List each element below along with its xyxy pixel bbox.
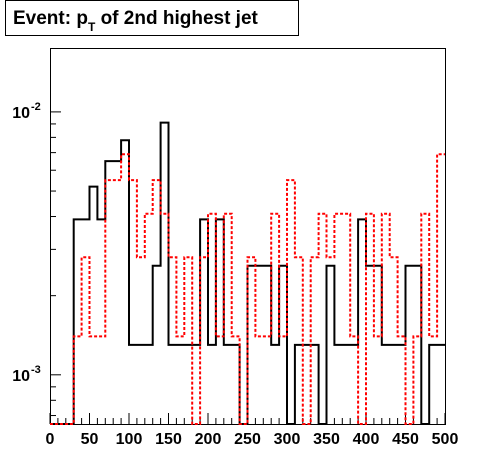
chart-title: Event: pT of 2nd highest jet [13, 8, 259, 34]
x-tick-label: 0 [46, 431, 55, 448]
x-tick-label: 250 [234, 431, 261, 448]
series-layer [50, 121, 445, 425]
x-tick-label: 50 [81, 431, 99, 448]
y-tick-exponent: -3 [31, 364, 41, 376]
x-tick-labels: 0 50 100 150 200 250 300 350 400 450 500 [46, 431, 459, 448]
x-tick-label: 200 [195, 431, 222, 448]
x-tick-label: 300 [274, 431, 301, 448]
y-tick-label: 10 [12, 105, 30, 122]
x-tick-label: 400 [353, 431, 380, 448]
x-tick-label: 350 [313, 431, 340, 448]
chart-title-suffix: of 2nd highest jet [95, 8, 258, 29]
chart-title-subscript: T [88, 20, 96, 34]
x-tick-label: 500 [432, 431, 459, 448]
x-tick-label: 450 [392, 431, 419, 448]
y-tick-exponent: -2 [31, 101, 41, 113]
title-box [5, 0, 299, 36]
histogram-series-dashed [50, 153, 445, 425]
y-tick-base: 10 [12, 105, 30, 122]
y-tick-label: 10 [12, 368, 30, 385]
chart-title-prefix: Event: p [13, 8, 88, 29]
x-tick-label: 100 [116, 431, 143, 448]
x-tick-label: 150 [155, 431, 182, 448]
y-tick-base: 10 [12, 368, 30, 385]
y-tick-labels: 10-310-2 [12, 101, 41, 385]
